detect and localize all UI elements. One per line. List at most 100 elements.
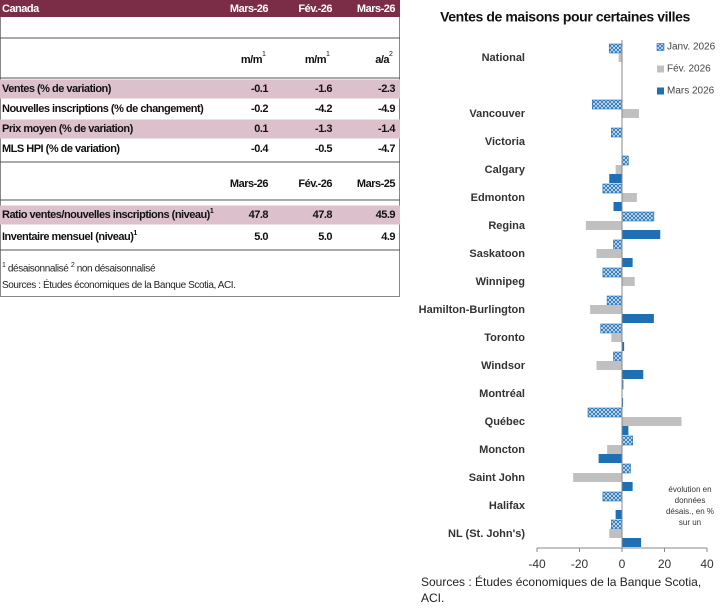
unit-label: m/m [241,54,263,66]
unit-label: a/a [375,54,390,66]
bar [622,482,633,491]
category-label: Winnipeg [476,276,525,288]
category-label: Hamilton-Burlington [419,304,526,316]
bar [621,435,633,446]
row-label: Ventes (% de variation) [2,83,112,95]
bar [618,53,622,62]
bar [622,193,637,202]
bar [591,99,623,110]
bar [573,473,622,482]
bar [621,155,629,166]
row-label: MLS HPI (% de variation) [2,143,120,155]
cell: 47.8 [249,209,269,221]
bar [622,230,661,239]
cell: 4.9 [381,231,395,243]
table-subheader: Fév.-26 [298,178,332,190]
unit-sup: 1 [326,51,330,58]
footnote: 1 désaisonnalisé 2 non désaisonnalisé [2,262,156,275]
cell: 5.0 [254,231,268,243]
category-label: Halifax [489,500,526,512]
category-label: Calgary [485,164,526,176]
table-subheader: Mars-25 [357,178,395,190]
bar [622,258,633,267]
cell: -4.9 [378,103,395,115]
bar [622,538,642,547]
bar [622,398,624,407]
cell: -0.4 [251,143,269,155]
superscript: 1 [133,230,137,237]
bar [622,342,625,351]
x-tick-label: -40 [528,557,546,571]
bar [613,239,623,250]
bar [609,174,622,183]
category-label: NL (St. John's) [448,528,525,540]
bar [587,407,623,418]
category-label: Victoria [485,136,526,148]
cell: 45.9 [376,209,396,221]
legend-label: Janv. 2026 [667,42,716,53]
category-label: Québec [485,416,525,428]
category-label: Moncton [479,444,525,456]
bar [611,127,623,138]
table-header: Fév.-26 [298,3,332,15]
table-source: Sources : Études économiques de la Banqu… [2,280,236,291]
category-label: Windsor [481,360,526,372]
category-label: Vancouver [469,108,525,120]
category-label: Edmonton [471,192,526,204]
footnote-text: désaisonnalisé [7,263,69,275]
cell: 0.1 [254,123,268,135]
bar [598,454,622,463]
category-label: Saskatoon [469,248,525,260]
bar [590,305,622,314]
bar [608,43,623,54]
bar [596,249,622,258]
cell: -1.3 [315,123,332,135]
bar [622,370,644,379]
bar [602,267,623,278]
table-header: Mars-26 [357,3,395,15]
legend-label: Fév. 2026 [667,64,711,75]
unit-label: m/m [305,54,327,66]
table-header-bg [0,0,400,17]
bar [613,202,622,211]
legend-swatch [657,65,664,73]
bar [622,277,635,286]
row-shade [0,205,400,225]
unit-sup: 1 [262,51,266,58]
category-label: National [482,52,525,64]
bar [613,351,623,362]
footnote-sup: 2 [70,262,75,269]
unit-sup: 2 [389,51,393,58]
category-label: Montréal [479,388,525,400]
bar [622,417,682,426]
table-header: Canada [2,3,40,15]
bar [622,314,654,323]
footnote-sup: 1 [2,262,6,269]
bar [615,165,622,174]
cell: -0.2 [251,103,268,115]
cell: -4.7 [378,143,395,155]
x-tick-label: -20 [571,557,589,571]
x-tick-label: 40 [700,557,714,571]
bar [585,221,622,230]
annotation: évolution en données désais., en % sur u… [665,485,715,527]
category-label: Saint John [469,472,526,484]
bar [600,323,623,334]
table-subheader: Mars-26 [230,178,268,190]
bar [602,183,623,194]
x-tick-label: 0 [619,557,626,571]
x-tick-label: 20 [658,557,672,571]
bar [606,295,623,306]
cell: -0.5 [315,143,332,155]
superscript: 1 [210,208,214,215]
bar [611,519,623,530]
legend-label: Mars 2026 [667,86,715,97]
bar [615,510,622,519]
row-label: Ratio ventes/nouvelles inscriptions (niv… [2,208,214,221]
legend-swatch [656,43,665,51]
bar [596,361,622,370]
table-header: Mars-26 [230,3,268,15]
cell: -0.1 [251,83,268,95]
bar [621,211,655,222]
